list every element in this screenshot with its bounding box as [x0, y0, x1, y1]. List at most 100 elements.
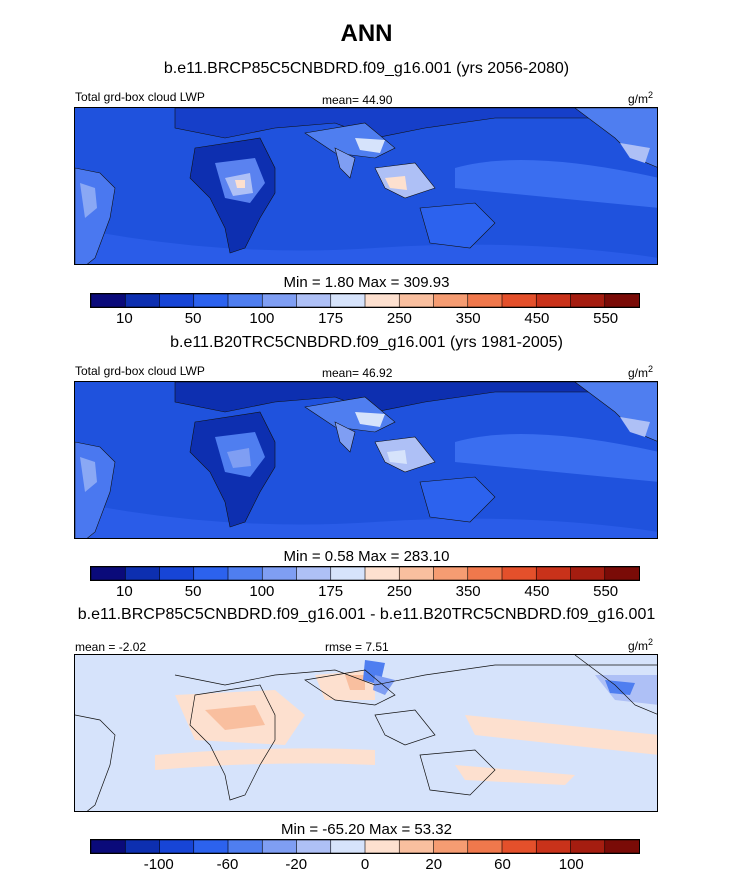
panel3-colorbar-ticks: -100 -60 -20 0 20 60 100: [90, 856, 640, 874]
panel2-colorbar-ticks: 10 50 100 175 250 350 450 550: [90, 583, 640, 601]
colorbar-swatch: [261, 840, 298, 853]
colorbar-swatch: [159, 294, 195, 307]
colorbar-tick-label: -100: [143, 856, 174, 873]
panel2-unit: g/m2: [628, 364, 654, 380]
colorbar-swatch: [91, 567, 127, 580]
panel3-map: [74, 654, 658, 812]
colorbar-tick-label: 100: [249, 583, 275, 600]
colorbar-swatch: [604, 567, 639, 580]
panel3-map-graphic: [75, 655, 657, 811]
panel2-left-label: Total grd-box cloud LWP: [75, 364, 205, 378]
panel1-colorbar-ticks: 10 50 100 175 250 350 450 550: [90, 310, 640, 328]
panel1-map: [74, 107, 658, 265]
colorbar-tick-label: 250: [386, 310, 412, 327]
colorbar-swatch: [91, 294, 127, 307]
panel1-map-graphic: [75, 108, 657, 264]
colorbar-swatch: [227, 294, 264, 307]
colorbar-swatch: [261, 567, 298, 580]
colorbar-swatch: [193, 840, 229, 853]
colorbar-swatch: [124, 840, 161, 853]
panel1-colorbar: [90, 293, 640, 308]
colorbar-tick-label: 350: [455, 583, 481, 600]
colorbar-swatch: [193, 294, 229, 307]
colorbar-tick-label: 250: [386, 583, 412, 600]
panel2-minmax: Min = 0.58 Max = 283.10: [283, 548, 450, 565]
colorbar-tick-label: 450: [524, 583, 550, 600]
colorbar-swatch: [501, 294, 538, 307]
colorbar-swatch: [124, 294, 161, 307]
panel3-minmax: Min = -65.20 Max = 53.32: [281, 821, 452, 838]
colorbar-swatch: [261, 294, 298, 307]
colorbar-tick-label: 0: [360, 856, 370, 873]
colorbar-tick-label: 50: [184, 310, 202, 327]
colorbar-swatch: [330, 840, 366, 853]
colorbar-tick-label: 100: [249, 310, 275, 327]
colorbar-swatch: [364, 294, 401, 307]
colorbar-tick-label: 10: [116, 583, 133, 600]
colorbar-swatch: [570, 294, 606, 307]
panel1-colorbar-graphic: [91, 294, 639, 307]
colorbar-swatch: [330, 294, 366, 307]
colorbar-tick-label: 350: [455, 310, 481, 327]
colorbar-swatch: [193, 567, 229, 580]
panel1-case-title: b.e11.BRCP85C5CNBDRD.f09_g16.001 (yrs 20…: [163, 60, 570, 77]
panel3-case-title: b.e11.BRCP85C5CNBDRD.f09_g16.001 - b.e11…: [77, 606, 656, 623]
colorbar-swatch: [535, 294, 572, 307]
colorbar-swatch: [398, 294, 435, 307]
panel1-left-label: Total grd-box cloud LWP: [75, 90, 205, 104]
panel3-mean-label: mean = -2.02: [75, 640, 147, 654]
colorbar-swatch: [296, 294, 332, 307]
colorbar-tick-label: 450: [524, 310, 550, 327]
colorbar-tick-label: 175: [318, 583, 344, 600]
colorbar-swatch: [467, 567, 503, 580]
colorbar-tick-label: -20: [285, 856, 308, 873]
colorbar-tick-label: 550: [593, 310, 619, 327]
colorbar-swatch: [364, 567, 401, 580]
colorbar-tick-label: 10: [116, 310, 133, 327]
panel3-unit: g/m2: [628, 637, 654, 653]
panel1-minmax: Min = 1.80 Max = 309.93: [283, 274, 450, 291]
colorbar-swatch: [604, 294, 639, 307]
colorbar-swatch: [296, 567, 332, 580]
colorbar-swatch: [467, 294, 503, 307]
colorbar-swatch: [535, 840, 572, 853]
panel2-mean-label: mean= 46.92: [322, 366, 393, 380]
colorbar-tick-label: -60: [216, 856, 239, 873]
panel2-colorbar-graphic: [91, 567, 639, 580]
colorbar-swatch: [433, 840, 469, 853]
colorbar-swatch: [570, 567, 606, 580]
colorbar-swatch: [433, 567, 469, 580]
colorbar-tick-label: 550: [593, 583, 619, 600]
colorbar-tick-label: 175: [318, 310, 344, 327]
panel3-rmse-label: rmse = 7.51: [325, 640, 389, 654]
colorbar-swatch: [501, 567, 538, 580]
colorbar-swatch: [227, 840, 264, 853]
panel3-colorbar: [90, 839, 640, 854]
colorbar-swatch: [604, 840, 639, 853]
colorbar-swatch: [91, 840, 127, 853]
panel3-colorbar-graphic: [91, 840, 639, 853]
panel1-mean-label: mean= 44.90: [322, 93, 393, 107]
colorbar-swatch: [467, 840, 503, 853]
panel2-map: [74, 381, 658, 539]
colorbar-swatch: [433, 294, 469, 307]
panel2-case-title: b.e11.B20TRC5CNBDRD.f09_g16.001 (yrs 198…: [170, 334, 563, 351]
colorbar-swatch: [570, 840, 606, 853]
colorbar-tick-label: 60: [494, 856, 511, 873]
colorbar-swatch: [159, 840, 195, 853]
colorbar-swatch: [501, 840, 538, 853]
colorbar-swatch: [398, 567, 435, 580]
colorbar-tick-label: 20: [425, 856, 443, 873]
colorbar-swatch: [124, 567, 161, 580]
figure-title: ANN: [340, 20, 393, 47]
colorbar-swatch: [296, 840, 332, 853]
colorbar-swatch: [227, 567, 264, 580]
panel2-colorbar: [90, 566, 640, 581]
colorbar-swatch: [330, 567, 366, 580]
colorbar-swatch: [535, 567, 572, 580]
colorbar-tick-label: 100: [558, 856, 584, 873]
colorbar-swatch: [364, 840, 401, 853]
colorbar-swatch: [159, 567, 195, 580]
colorbar-tick-label: 50: [184, 583, 202, 600]
panel2-map-graphic: [75, 382, 657, 538]
